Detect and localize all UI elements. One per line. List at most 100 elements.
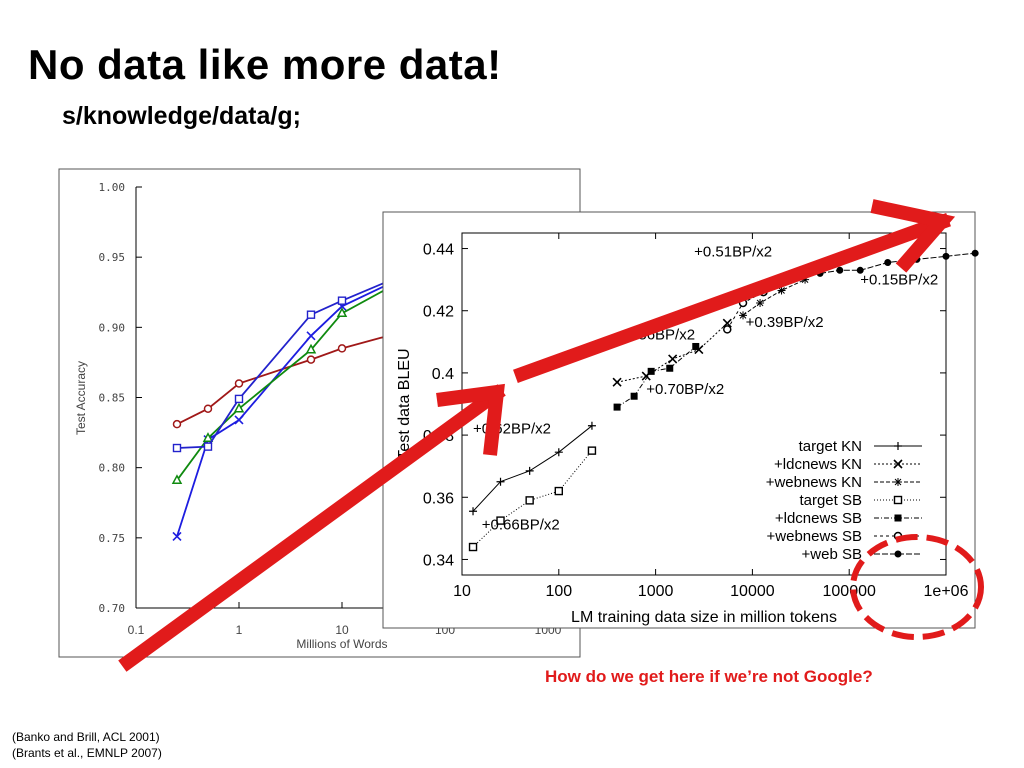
data-point [337, 296, 347, 305]
data-point [233, 402, 245, 413]
citations: (Banko and Brill, ACL 2001) (Brants et a… [12, 729, 162, 761]
x-tick-label: 10 [453, 583, 471, 600]
y-tick-label: 0.95 [99, 251, 126, 264]
y-axis-title: Test Accuracy [74, 361, 88, 435]
legend-marker [894, 478, 902, 486]
slide-title: No data like more data! [28, 41, 502, 88]
legend-marker [894, 442, 902, 450]
citation-banko: (Banko and Brill, ACL 2001) [12, 730, 160, 744]
legend-label: +ldcnews KN [774, 456, 862, 473]
data-point [587, 421, 596, 430]
slope-annotation: +0.66BP/x2 [482, 516, 560, 533]
y-axis-title: Test data BLEU [396, 348, 413, 459]
red-arrow-head-lower [436, 383, 505, 456]
legend-label: +ldcnews SB [775, 510, 862, 527]
data-point [172, 443, 182, 453]
data-point [202, 432, 214, 442]
data-point [234, 415, 244, 425]
series-line-2 [176, 256, 446, 481]
y-tick-label: 0.85 [99, 392, 126, 405]
data-point [554, 448, 563, 457]
data-point [234, 379, 244, 388]
data-point [756, 298, 765, 307]
series-line-3 [176, 256, 446, 449]
legend-marker [894, 550, 902, 558]
series-line-2 [742, 279, 806, 316]
data-point [306, 355, 316, 364]
x-tick-label: 10000 [730, 583, 775, 600]
data-point [305, 343, 317, 354]
data-point [525, 496, 534, 505]
x-tick-label: 100 [545, 583, 572, 600]
legend-marker [894, 514, 902, 522]
data-point [668, 354, 678, 364]
legend-label: +webnews KN [766, 474, 862, 491]
data-point [496, 516, 505, 525]
data-point [647, 367, 655, 375]
red-arrow-shaft-lower [118, 384, 506, 672]
series-line-0 [176, 319, 446, 426]
data-point [613, 403, 621, 411]
data-point [971, 249, 979, 257]
data-point [496, 477, 505, 486]
data-point [612, 377, 622, 387]
data-point [306, 331, 316, 341]
data-point [172, 419, 182, 429]
slope-annotation: +0.70BP/x2 [646, 381, 724, 398]
slide-subtitle: s/knowledge/data/g; [62, 102, 301, 130]
data-point [692, 342, 700, 350]
legend-marker [893, 459, 903, 469]
data-point [801, 275, 810, 284]
data-point [666, 364, 674, 372]
legend-label: target KN [799, 438, 862, 455]
data-point [203, 442, 213, 451]
data-point [630, 392, 638, 400]
legend-label: +webnews SB [767, 528, 862, 545]
red-arrow-shaft-upper [513, 213, 951, 383]
x-axis-title: LM training data size in million tokens [571, 609, 837, 626]
data-point [171, 474, 183, 485]
data-point [203, 404, 213, 413]
plot-area-frame [461, 232, 947, 576]
data-point [777, 286, 786, 295]
y-tick-label: 0.70 [99, 602, 126, 615]
slope-annotation: +0.39BP/x2 [746, 314, 824, 331]
y-tick-label: 0.75 [99, 532, 126, 545]
red-arrow-head-upper [870, 199, 956, 273]
y-tick-label: 0.44 [423, 242, 454, 259]
data-point [884, 259, 892, 267]
y-tick-label: 0.90 [99, 321, 126, 334]
citation-brants: (Brants et al., EMNLP 2007) [12, 746, 162, 760]
legend-label: +web SB [802, 546, 862, 563]
data-point [723, 325, 732, 334]
slope-annotation: +0.15BP/x2 [860, 271, 938, 288]
y-tick-label: 0.42 [423, 304, 454, 321]
x-tick-label: 0.1 [128, 623, 145, 637]
x-tick-label: 1 [236, 623, 243, 637]
data-point [554, 486, 563, 496]
data-point [306, 310, 316, 319]
slope-annotation: +0.62BP/x2 [473, 421, 551, 438]
data-point [234, 394, 244, 404]
x-axis-title: Millions of Words [296, 637, 387, 651]
y-tick-label: 0.80 [99, 462, 126, 475]
y-tick-label: 0.34 [423, 552, 454, 569]
legend-marker [893, 495, 903, 505]
slope-annotation: +0.51BP/x2 [694, 243, 772, 260]
series-line-1 [176, 256, 446, 537]
brants-lm-chart: 0.340.360.380.40.420.4410100100010000100… [382, 211, 979, 629]
data-point [722, 318, 732, 328]
y-tick-label: 0.36 [423, 490, 454, 507]
x-tick-label: 100000 [823, 583, 876, 600]
data-point [469, 507, 478, 516]
data-point [468, 542, 478, 552]
legend-label: target SB [799, 492, 862, 509]
red-dashed-circle [850, 534, 984, 640]
x-tick-label: 10 [335, 623, 349, 637]
data-point [336, 307, 348, 318]
data-point [856, 266, 864, 274]
data-point [836, 266, 844, 274]
data-point [172, 531, 182, 541]
y-tick-label: 1.00 [99, 181, 126, 194]
x-tick-label: 1e+06 [924, 583, 969, 600]
